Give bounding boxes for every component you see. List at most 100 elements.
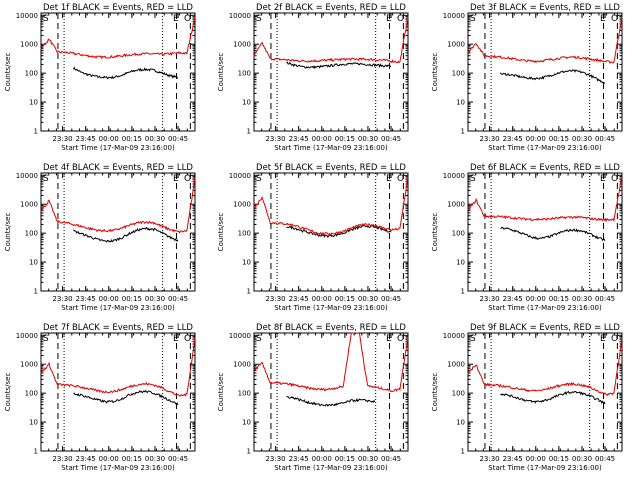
y-tick-label: 10: [456, 259, 465, 267]
black-series-line: [286, 396, 376, 407]
x-tick-label: 00:45: [381, 295, 401, 303]
red-series-line: [467, 176, 623, 223]
orbit-marker: O: [397, 174, 404, 184]
x-tick-label: 00:30: [145, 135, 165, 143]
x-tick-label: 23:30: [265, 135, 285, 143]
plot-frame: [253, 332, 409, 452]
y-tick-label: 1000: [447, 361, 465, 369]
panel-title: Det 1f BLACK = Events, RED = LLD: [43, 3, 193, 13]
x-tick-label: 23:30: [479, 295, 499, 303]
black-series-line: [73, 226, 179, 243]
y-tick-label: 100: [238, 390, 251, 398]
y-tick-label: 1000: [447, 41, 465, 49]
plot-frame: [467, 12, 623, 132]
red-series-line: [253, 332, 409, 393]
x-tick-label: 00:45: [168, 135, 188, 143]
orbit-marker: O: [611, 14, 618, 24]
x-axis-label: Start Time (17-Mar-09 23:16:00): [274, 144, 388, 152]
y-tick-label: 10000: [229, 332, 251, 340]
end-marker: E: [600, 174, 606, 184]
y-tick-label: 1: [461, 128, 465, 136]
x-tick-label: 00:30: [358, 135, 378, 143]
plot-frame: [40, 12, 196, 132]
red-series-line: [40, 16, 196, 60]
orbit-marker: O: [611, 334, 618, 344]
y-tick-label: 10: [456, 99, 465, 107]
y-tick-label: 10000: [229, 172, 251, 180]
black-series-line: [286, 61, 392, 70]
x-tick-label: 00:30: [358, 295, 378, 303]
red-series-line: [467, 16, 623, 64]
y-tick-label: 10: [242, 259, 251, 267]
red-series-line: [253, 176, 409, 236]
end-marker: E: [386, 334, 392, 344]
x-tick-label: 00:30: [145, 455, 165, 463]
plot-frame: [253, 172, 409, 292]
x-tick-label: 00:00: [99, 135, 119, 143]
panel-title: Det 6f BLACK = Events, RED = LLD: [470, 163, 620, 173]
orbit-marker: O: [397, 334, 404, 344]
red-series-line: [253, 16, 409, 64]
black-series-line: [500, 226, 606, 242]
panel-det8: Det 8f BLACK = Events, RED = LLD 1 10 100 10…: [217, 323, 409, 472]
x-tick-label: 00:30: [145, 295, 165, 303]
x-tick-label: 00:15: [549, 455, 569, 463]
x-tick-label: 00:15: [122, 135, 142, 143]
x-tick-label: 00:00: [312, 135, 332, 143]
x-tick-label: 23:30: [479, 455, 499, 463]
plot-frame: [467, 172, 623, 292]
start-marker: S: [256, 14, 262, 24]
panel-title: Det 9f BLACK = Events, RED = LLD: [470, 323, 620, 333]
x-tick-label: 23:45: [76, 455, 96, 463]
panel-det4: Det 4f BLACK = Events, RED = LLD 1 10 100 10…: [4, 163, 196, 312]
y-tick-label: 100: [25, 70, 38, 78]
panel-title: Det 2f BLACK = Events, RED = LLD: [256, 3, 406, 13]
y-axis-label: Counts/sec: [431, 213, 439, 252]
panel-det6: Det 6f BLACK = Events, RED = LLD 1 10 100 10…: [431, 163, 623, 312]
panel-title: Det 4f BLACK = Events, RED = LLD: [43, 163, 193, 173]
x-tick-label: 00:15: [549, 295, 569, 303]
x-axis-label: Start Time (17-Mar-09 23:16:00): [61, 304, 175, 312]
x-tick-label: 00:45: [595, 295, 615, 303]
y-tick-label: 10000: [229, 12, 251, 20]
x-axis-label: Start Time (17-Mar-09 23:16:00): [61, 144, 175, 152]
end-marker: E: [600, 14, 606, 24]
x-tick-label: 23:45: [76, 135, 96, 143]
black-series-line: [499, 69, 606, 84]
y-axis-label: Counts/sec: [217, 213, 225, 252]
panel-title: Det 5f BLACK = Events, RED = LLD: [256, 163, 406, 173]
red-series-line: [40, 178, 196, 234]
x-axis-label: Start Time (17-Mar-09 23:16:00): [274, 304, 388, 312]
black-series-line: [72, 66, 179, 80]
start-marker: S: [256, 174, 262, 184]
plot-frame: [253, 12, 409, 132]
y-tick-label: 10: [456, 419, 465, 427]
red-series-line: [467, 338, 623, 397]
orbit-marker: O: [184, 334, 191, 344]
start-marker: S: [256, 334, 262, 344]
y-tick-label: 1: [461, 288, 465, 296]
x-tick-label: 00:45: [381, 135, 401, 143]
end-marker: E: [173, 174, 179, 184]
orbit-marker: O: [397, 14, 404, 24]
red-series-line: [40, 338, 196, 397]
x-tick-label: 00:30: [572, 135, 592, 143]
x-axis-label: Start Time (17-Mar-09 23:16:00): [61, 464, 175, 472]
y-tick-label: 1000: [20, 201, 38, 209]
y-tick-label: 10000: [16, 12, 38, 20]
y-tick-label: 10: [242, 419, 251, 427]
y-tick-label: 10000: [16, 332, 38, 340]
x-axis-label: Start Time (17-Mar-09 23:16:00): [274, 464, 388, 472]
y-tick-label: 10: [242, 99, 251, 107]
y-tick-label: 1: [247, 128, 251, 136]
y-tick-label: 1000: [20, 41, 38, 49]
y-tick-label: 100: [238, 230, 251, 238]
x-tick-label: 00:00: [312, 295, 332, 303]
y-tick-label: 10000: [443, 12, 465, 20]
y-tick-label: 1: [34, 448, 38, 456]
y-axis-label: Counts/sec: [4, 373, 12, 412]
y-tick-label: 100: [452, 230, 465, 238]
y-tick-label: 100: [238, 70, 251, 78]
y-tick-label: 1: [34, 128, 38, 136]
x-tick-label: 00:15: [335, 295, 355, 303]
